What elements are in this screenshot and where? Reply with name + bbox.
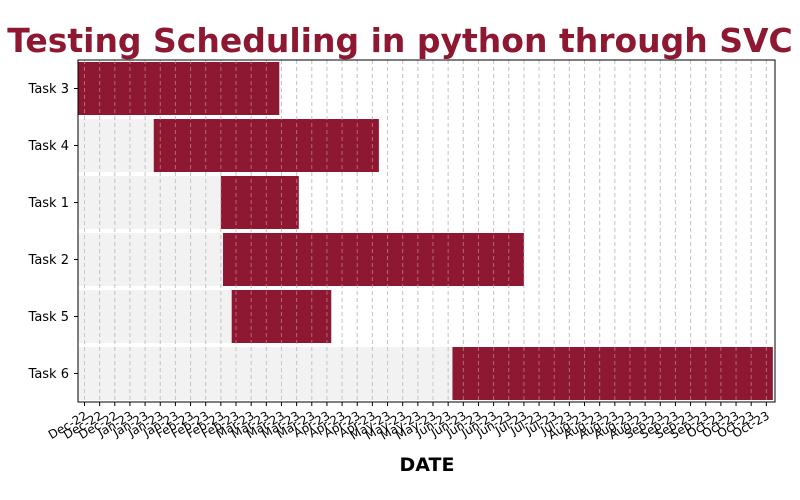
task-bar-task-4 (153, 118, 379, 173)
x-grid-lines (83, 60, 767, 402)
bar-grid-lines (83, 60, 767, 402)
y-tick-label: Task 1 (28, 196, 69, 211)
task-bars (78, 61, 773, 401)
task-bar-task-1 (220, 175, 299, 230)
x-axis-ticks: Dec-22Dec-22Dec-22Jan-23Jan-23Jan-23Jan-… (46, 402, 772, 443)
y-tick-label: Task 4 (28, 139, 69, 154)
background-bar-task-2 (78, 232, 224, 287)
plot-frame (77, 59, 776, 403)
background-bar-task-4 (78, 118, 154, 173)
background-bar-task-5 (78, 289, 232, 344)
y-tick-label: Task 3 (28, 82, 69, 97)
task-bar-task-5 (231, 289, 332, 344)
background-bar-task-6 (78, 346, 453, 401)
y-tick-label: Task 6 (28, 367, 69, 382)
chart-title: Testing Scheduling in python through SVC (7, 21, 793, 60)
y-tick-label: Task 5 (28, 310, 69, 325)
y-tick-label: Task 2 (28, 253, 69, 268)
task-bar-task-6 (452, 346, 773, 401)
task-bar-task-2 (223, 232, 524, 287)
background-bar-task-1 (78, 175, 221, 230)
task-bar-task-3 (78, 61, 280, 116)
x-axis-label: DATE (400, 454, 455, 476)
y-axis-ticks: Task 3 Task 4 Task 1 Task 2 Task 5 Task 6 (28, 82, 78, 382)
